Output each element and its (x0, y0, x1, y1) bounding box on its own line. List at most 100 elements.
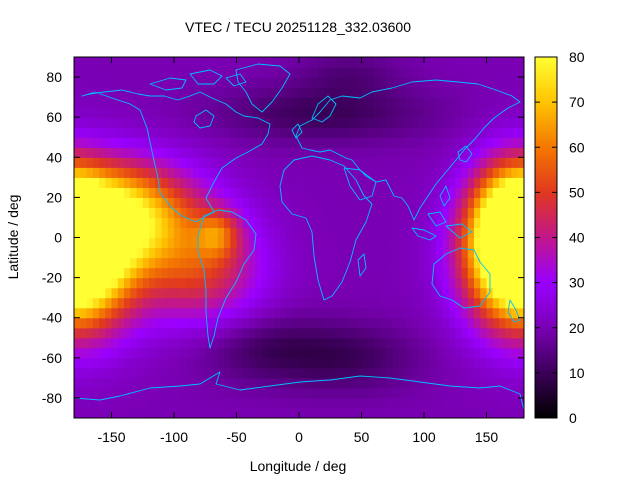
heatmap-cell (342, 247, 350, 259)
heatmap-cell (105, 347, 113, 359)
heatmap-cell (355, 317, 363, 329)
heatmap-cell (99, 297, 106, 309)
heatmap-cell (186, 57, 194, 68)
y-tick-label: 0 (54, 230, 62, 246)
heatmap-cell (417, 247, 425, 259)
heatmap-cell (399, 127, 406, 138)
heatmap-cell (405, 377, 413, 389)
heatmap-cell (99, 167, 106, 178)
heatmap-cell (286, 407, 294, 418)
heatmap-cell (305, 237, 313, 249)
heatmap-cell (111, 217, 119, 229)
heatmap-cell (217, 187, 225, 198)
heatmap-cell (317, 257, 325, 269)
heatmap-cell (349, 367, 356, 379)
heatmap-cell (261, 297, 269, 309)
heatmap-cell (349, 217, 356, 229)
heatmap-cell (174, 167, 181, 178)
heatmap-cell (274, 407, 281, 418)
x-axis-ticks: -150 -100 -50 0 50 100 150 (97, 57, 498, 445)
heatmap-cell (186, 187, 194, 198)
heatmap-cell (261, 367, 269, 379)
heatmap-cell (155, 67, 163, 78)
heatmap-cell (336, 67, 344, 78)
heatmap-cell (242, 347, 250, 359)
heatmap-cell (136, 277, 144, 289)
heatmap-cell (217, 137, 225, 148)
heatmap-cell (74, 107, 81, 118)
heatmap-cell (436, 307, 444, 319)
heatmap-cell (299, 107, 306, 118)
heatmap-cell (467, 367, 475, 379)
heatmap-cell (424, 67, 431, 78)
heatmap-cell (180, 397, 188, 409)
heatmap-cell (124, 177, 131, 188)
heatmap-cell (105, 177, 113, 188)
heatmap-cell (374, 117, 381, 128)
heatmap-cell (136, 67, 144, 78)
heatmap-cell (174, 287, 181, 299)
heatmap-cell (130, 127, 138, 138)
coastline-madagascar (357, 253, 367, 277)
heatmap-cell (211, 287, 219, 299)
heatmap-cell (436, 97, 444, 108)
heatmap-cell (367, 337, 375, 349)
heatmap-cell (142, 367, 150, 379)
heatmap-cell (224, 267, 231, 279)
heatmap-cell (161, 287, 169, 299)
heatmap-cell (392, 117, 400, 128)
heatmap-cell (517, 237, 524, 249)
heatmap-cell (461, 177, 469, 188)
heatmap-cell (317, 217, 325, 229)
heatmap-cell (199, 187, 206, 198)
heatmap-cell (355, 147, 363, 158)
heatmap-cell (342, 377, 350, 389)
heatmap-cell (286, 277, 294, 289)
colorbar-tick-label: 40 (569, 230, 585, 246)
heatmap-cell (286, 187, 294, 198)
heatmap-cell (199, 387, 206, 399)
heatmap-cell (242, 217, 250, 229)
heatmap-cell (267, 167, 275, 178)
heatmap-cell (211, 347, 219, 359)
heatmap-cell (280, 387, 288, 399)
heatmap-cell (517, 147, 524, 158)
heatmap-cell (405, 267, 413, 279)
heatmap-cell (486, 327, 494, 339)
heatmap-cell (211, 317, 219, 329)
heatmap-cell (486, 347, 494, 359)
heatmap-cell (349, 377, 356, 389)
heatmap-cell (99, 347, 106, 359)
heatmap-cell (136, 267, 144, 279)
heatmap-cell (142, 77, 150, 88)
heatmap-cell (386, 287, 394, 299)
heatmap-cell (349, 357, 356, 369)
heatmap-cell (486, 227, 494, 239)
heatmap-cell (249, 217, 256, 229)
heatmap-cell (355, 217, 363, 229)
heatmap-cell (424, 307, 431, 319)
heatmap-cell (411, 377, 419, 389)
heatmap-cell (349, 347, 356, 359)
heatmap-cell (205, 147, 213, 158)
heatmap-cell (492, 337, 500, 349)
heatmap-cell (392, 297, 400, 309)
heatmap-cell (230, 397, 238, 409)
heatmap-cell (117, 247, 125, 259)
heatmap-cell (430, 387, 438, 399)
heatmap-cell (149, 197, 156, 209)
heatmap-cell (174, 127, 181, 138)
heatmap-cell (442, 337, 450, 349)
heatmap-cell (330, 327, 338, 339)
heatmap-cell (124, 317, 131, 329)
heatmap-cell (486, 207, 494, 219)
heatmap-cell (511, 177, 519, 188)
heatmap-cell (355, 327, 363, 339)
heatmap-cell (392, 67, 400, 78)
heatmap-cell (174, 237, 181, 249)
heatmap-cell (155, 157, 163, 168)
heatmap-cell (355, 127, 363, 138)
heatmap-cell (124, 197, 131, 209)
heatmap-cell (299, 97, 306, 108)
heatmap-cell (417, 347, 425, 359)
